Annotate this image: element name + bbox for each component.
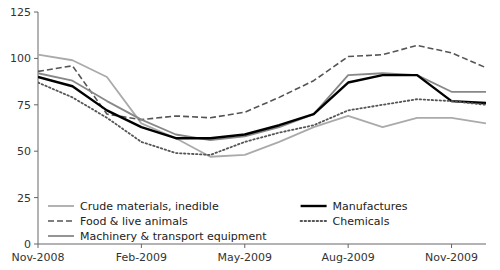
legend-swatch: [301, 220, 327, 222]
legend-label: Crude materials, inedible: [80, 200, 219, 213]
y-tick: [34, 12, 38, 13]
legend-swatch: [48, 220, 74, 222]
x-tick: [451, 244, 452, 248]
series-group: [38, 45, 486, 156]
y-axis-line: [38, 12, 39, 244]
y-tick: [34, 58, 38, 59]
series-line: [38, 83, 486, 155]
y-tick: [34, 244, 38, 245]
x-tick-label: May-2009: [218, 251, 273, 264]
x-tick: [38, 244, 39, 248]
x-tick: [244, 244, 245, 248]
y-tick-label: 50: [17, 145, 31, 158]
chart: 0 25 50 75 100 125 Nov-2008 Feb-2009 May-2009 Aug…: [0, 0, 500, 270]
y-tick: [34, 151, 38, 152]
series-line: [38, 55, 486, 157]
y-tick-label: 25: [17, 192, 31, 205]
x-tick-label: Feb-2009: [116, 251, 167, 264]
series-line: [38, 75, 486, 138]
legend-label: Food & live animals: [80, 215, 188, 228]
legend: Crude materials, inedible Food & live ani…: [48, 200, 408, 243]
y-tick-label: 125: [10, 6, 31, 19]
legend-swatch: [48, 235, 74, 237]
legend-swatch: [301, 205, 327, 207]
legend-label: Manufactures: [333, 200, 408, 213]
y-tick-label: 100: [10, 52, 31, 65]
x-tick: [348, 244, 349, 248]
y-tick: [34, 197, 38, 198]
x-tick-label: Aug-2009: [321, 251, 374, 264]
x-tick-label: Nov-2008: [11, 251, 64, 264]
x-axis-line: [38, 244, 486, 245]
series-line: [38, 73, 486, 140]
legend-label: Machinery & transport equipment: [80, 230, 267, 243]
legend-label: Chemicals: [333, 215, 390, 228]
y-tick-label: 75: [17, 99, 31, 112]
y-tick-label: 0: [24, 238, 31, 251]
x-tick-label: Nov-2009: [425, 251, 478, 264]
y-tick: [34, 104, 38, 105]
legend-swatch: [48, 205, 74, 207]
x-tick: [141, 244, 142, 248]
